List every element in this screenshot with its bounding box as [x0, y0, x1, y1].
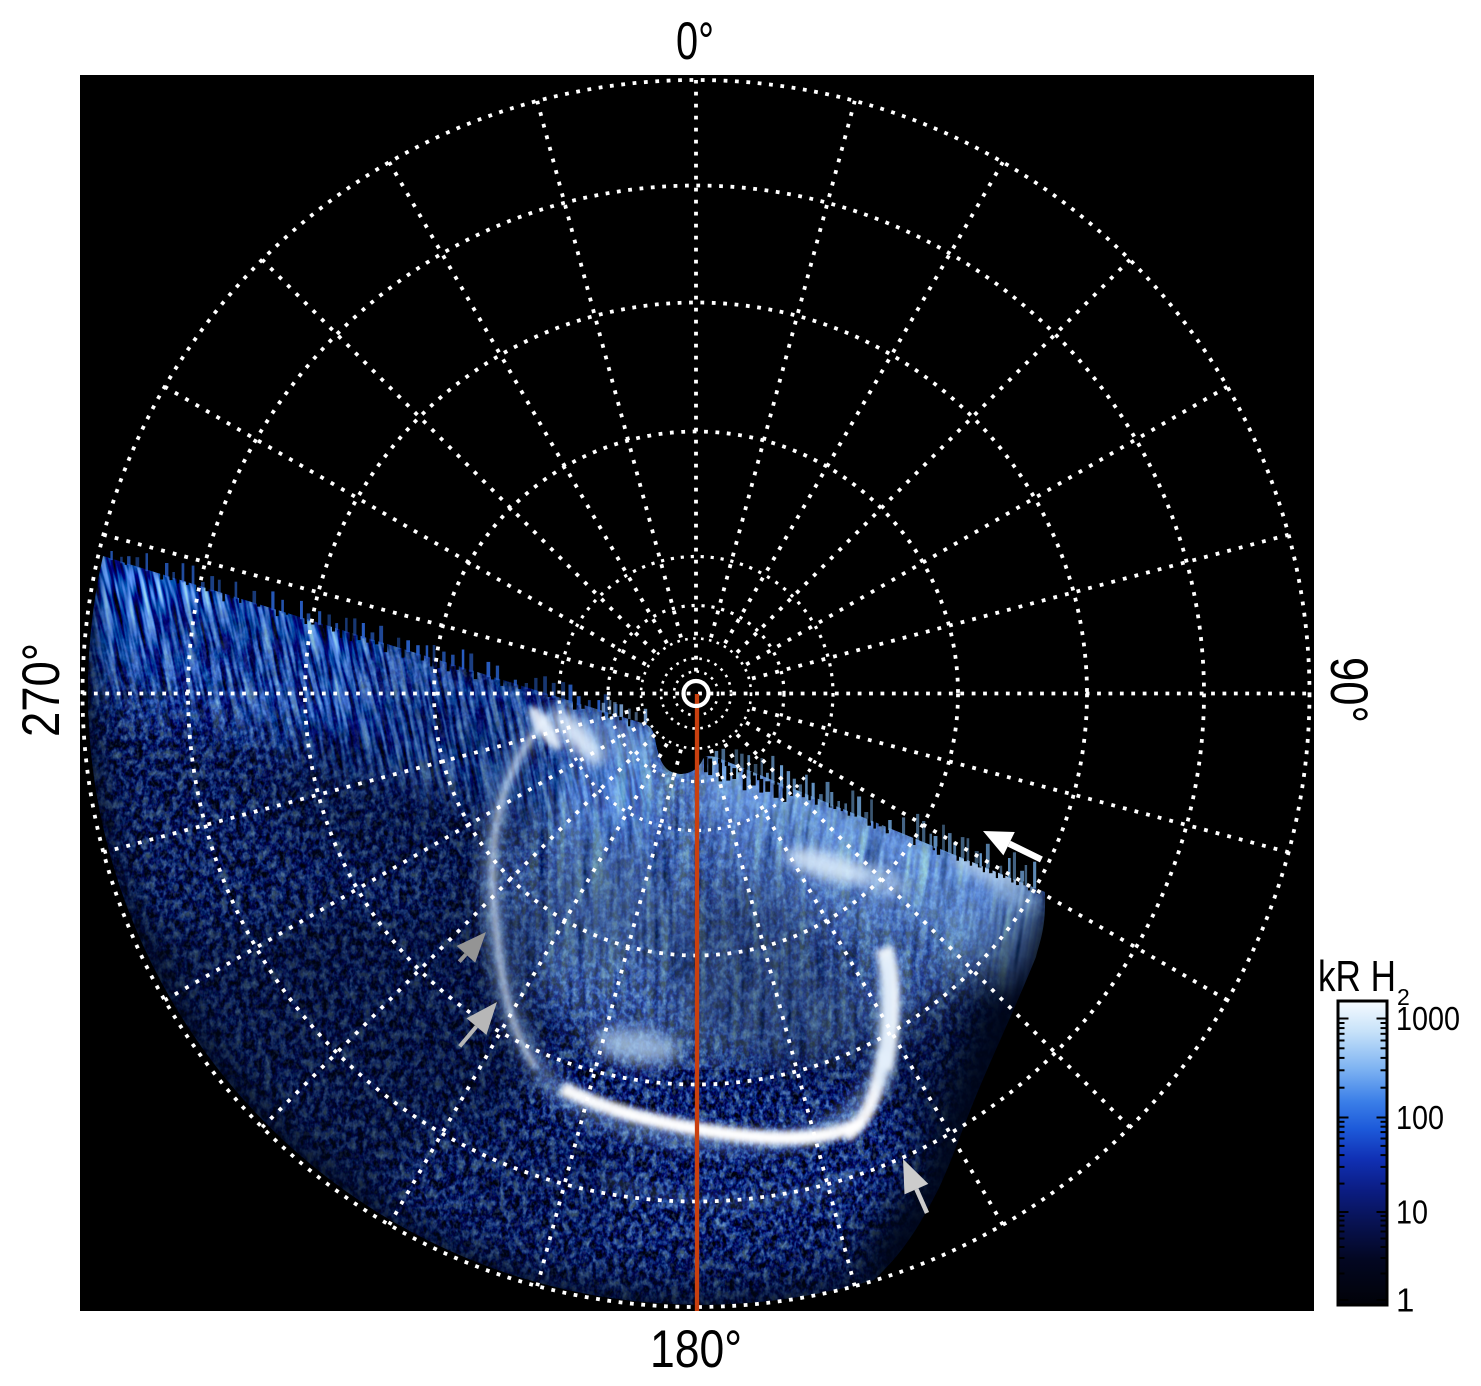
- svg-text:1000: 1000: [1396, 1000, 1460, 1037]
- svg-text:10: 10: [1396, 1194, 1428, 1231]
- svg-text:kR H: kR H: [1318, 952, 1396, 1001]
- svg-text:90°: 90°: [1319, 657, 1378, 723]
- svg-text:0°: 0°: [676, 12, 714, 71]
- svg-text:1: 1: [1396, 1282, 1414, 1319]
- svg-text:270°: 270°: [12, 643, 71, 737]
- svg-text:180°: 180°: [650, 1320, 742, 1379]
- svg-text:100: 100: [1396, 1099, 1444, 1136]
- svg-text:2: 2: [1397, 984, 1410, 1010]
